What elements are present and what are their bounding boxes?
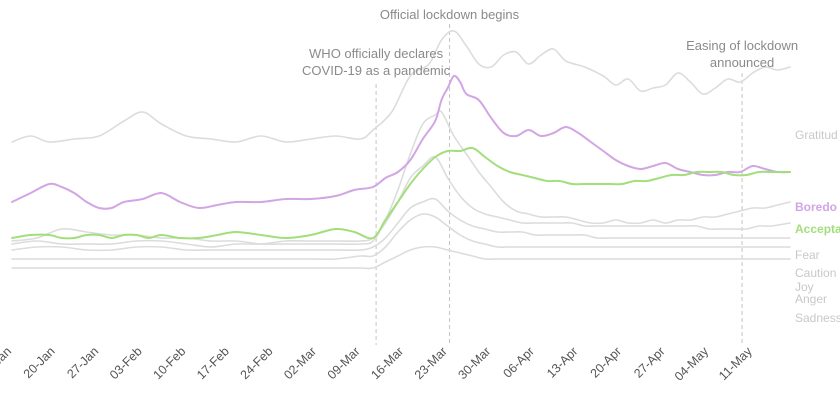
series-label-boredom: Boredo (795, 200, 837, 214)
x-tick-label: 27-Jan (64, 344, 101, 381)
series-label-fear: Fear (795, 248, 820, 262)
x-axis-ticks: Jan 20-Jan 27-Jan 03-Feb 10-Feb 17-Feb 24-Feb 0… (0, 344, 755, 384)
series-line-fear (11, 109, 791, 246)
x-tick-label: 27-Apr (631, 344, 667, 380)
x-tick-label: 11-May (716, 344, 755, 383)
x-tick-label: 24-Feb (238, 344, 276, 382)
x-tick-label: 16-Mar (368, 344, 406, 382)
x-tick-label: 20-Apr (588, 344, 624, 380)
x-tick-label: 13-Apr (544, 344, 580, 380)
highlighted-series-lines (11, 74, 791, 240)
x-tick-label: 20-Jan (21, 344, 58, 381)
series-line-caution (11, 155, 791, 248)
series-label-acceptance: Accepta (795, 222, 840, 236)
x-tick-label: 03-Feb (107, 344, 145, 382)
annotation-text-easing: Easing of lockdown announced (686, 38, 798, 70)
x-tick-label: 09-Mar (325, 344, 363, 382)
annotation-line-text: WHO officially declares (309, 46, 444, 61)
annotation-texts: WHO officially declares COVID-19 as a pan… (302, 7, 798, 78)
series-line-joy (11, 197, 791, 252)
annotation-line-text: announced (710, 55, 774, 70)
series-line-anger (11, 213, 791, 261)
grey-series-lines (11, 30, 791, 270)
series-labels: Gratitud Boredo Accepta Fear CautionJoyAnger… (795, 128, 840, 325)
series-label-joy: Joy (795, 280, 814, 294)
series-label-anger: Anger (795, 292, 827, 306)
series-line-boredom (11, 74, 791, 210)
x-tick-label: 17-Feb (194, 344, 232, 382)
series-line-acceptance (11, 146, 791, 240)
x-tick-label: 06-Apr (500, 344, 536, 380)
annotation-text-pandemic: WHO officially declares COVID-19 as a pan… (302, 46, 451, 78)
x-tick-label: 10-Feb (150, 344, 188, 382)
x-tick-label: Jan (0, 344, 14, 368)
annotation-text-lockdown: Official lockdown begins (380, 7, 520, 22)
series-line-sadness (11, 245, 791, 270)
annotation-line-text: Easing of lockdown (686, 38, 798, 53)
series-line-gratitude (11, 30, 791, 143)
annotation-line-text: COVID-19 as a pandemic (302, 63, 451, 78)
series-label-gratitude: Gratitud (795, 128, 838, 142)
series-label-caution: Caution (795, 266, 836, 280)
x-tick-label: 04-May (672, 344, 712, 384)
annotation-line-text: Official lockdown begins (380, 7, 520, 22)
series-label-sadness: Sadness (795, 311, 840, 325)
x-tick-label: 30-Mar (455, 344, 493, 382)
x-tick-label: 23-Mar (412, 344, 450, 382)
x-tick-label: 02-Mar (281, 344, 319, 382)
